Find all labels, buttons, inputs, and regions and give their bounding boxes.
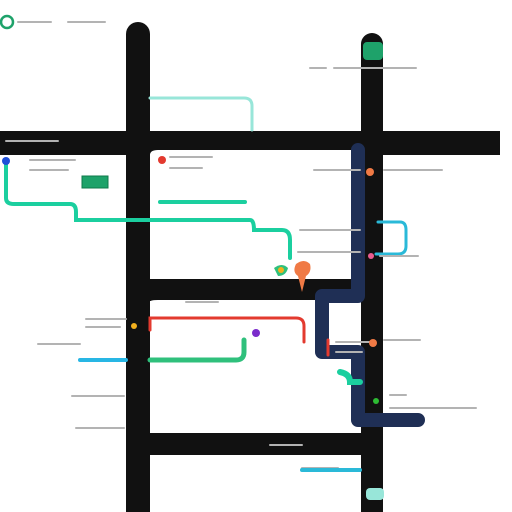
route-navy xyxy=(315,143,425,427)
block-upper xyxy=(150,150,362,280)
route-red xyxy=(148,316,306,344)
leaf-center-icon xyxy=(278,267,284,273)
bottom-teal-glow xyxy=(366,488,384,500)
top-green-tab xyxy=(363,42,383,60)
top-bar xyxy=(0,14,106,30)
map-icons xyxy=(274,261,311,292)
large-pin-icon[interactable] xyxy=(294,261,311,292)
route-cyan xyxy=(374,220,408,256)
orange-dot-lower-icon[interactable] xyxy=(369,339,377,347)
block-lower xyxy=(150,300,360,433)
purple-dot-icon[interactable] xyxy=(252,329,260,337)
compass-ring-icon[interactable] xyxy=(0,14,15,30)
route-green-link xyxy=(337,369,363,385)
route-teal xyxy=(4,160,292,260)
markers xyxy=(2,156,379,404)
green-badge xyxy=(81,175,109,189)
roads xyxy=(0,20,512,512)
blue-pin-icon[interactable] xyxy=(2,157,10,165)
orange-dot-icon[interactable] xyxy=(366,168,374,176)
green-dot-icon[interactable] xyxy=(373,398,379,404)
route-green xyxy=(147,337,247,363)
red-pin-icon[interactable] xyxy=(158,156,166,164)
yellow-dot-icon[interactable] xyxy=(131,323,137,329)
pink-dot-icon[interactable] xyxy=(368,253,374,259)
route-mint xyxy=(148,96,254,132)
